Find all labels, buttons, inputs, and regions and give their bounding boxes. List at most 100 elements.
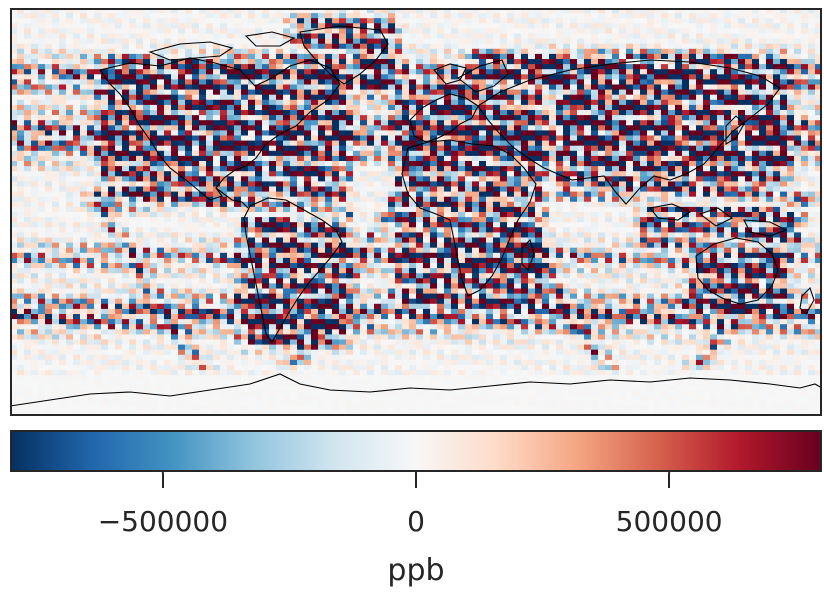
heatmap-cell: [150, 110, 158, 116]
heatmap-cell: [388, 136, 396, 142]
heatmap-cell: [759, 136, 767, 142]
heatmap-cell: [297, 105, 305, 111]
heatmap-cell: [66, 130, 74, 136]
heatmap-cell: [619, 156, 627, 162]
heatmap-cell: [185, 23, 193, 29]
heatmap-cell: [430, 18, 438, 24]
heatmap-cell: [94, 90, 102, 96]
heatmap-cell: [276, 171, 284, 177]
heatmap-cell: [808, 18, 816, 24]
heatmap-cell: [570, 151, 578, 157]
heatmap-cell: [87, 74, 95, 80]
heatmap-cell: [472, 176, 480, 182]
heatmap-cell: [45, 125, 53, 131]
heatmap-cell: [45, 207, 53, 213]
heatmap-cell: [59, 120, 67, 126]
heatmap-cell: [801, 222, 809, 228]
heatmap-cell: [465, 74, 473, 80]
heatmap-cell: [402, 18, 410, 24]
heatmap-cell: [479, 176, 487, 182]
heatmap-cell: [262, 171, 270, 177]
heatmap-cell: [276, 141, 284, 147]
heatmap-cell: [353, 64, 361, 70]
heatmap-cell: [528, 217, 536, 223]
heatmap-cell: [136, 13, 144, 19]
heatmap-cell: [59, 28, 67, 34]
heatmap-cell: [738, 79, 746, 85]
heatmap-cell: [766, 34, 774, 40]
heatmap-cell: [444, 74, 452, 80]
heatmap-cell: [80, 156, 88, 162]
heatmap-cell: [444, 197, 452, 203]
heatmap-cell: [780, 125, 788, 131]
heatmap-cell: [542, 18, 550, 24]
heatmap-cell: [283, 166, 291, 172]
heatmap-cell: [458, 39, 466, 45]
heatmap-cell: [731, 171, 739, 177]
heatmap-cell: [297, 161, 305, 167]
heatmap-cell: [591, 85, 599, 91]
heatmap-cell: [542, 125, 550, 131]
heatmap-cell: [38, 181, 46, 187]
heatmap-cell: [668, 125, 676, 131]
heatmap-cell: [31, 79, 39, 85]
heatmap-cell: [451, 28, 459, 34]
heatmap-cell: [801, 146, 809, 152]
heatmap-cell: [290, 136, 298, 142]
heatmap-cell: [395, 105, 403, 111]
heatmap-cell: [409, 105, 417, 111]
heatmap-cell: [290, 115, 298, 121]
heatmap-cell: [332, 161, 340, 167]
heatmap-cell: [59, 125, 67, 131]
heatmap-cell: [234, 192, 242, 198]
heatmap-cell: [493, 202, 501, 208]
heatmap-cell: [45, 90, 53, 96]
heatmap-cell: [199, 202, 207, 208]
heatmap-cell: [220, 207, 228, 213]
heatmap-cell: [458, 90, 466, 96]
heatmap-cell: [493, 187, 501, 193]
heatmap-cell: [283, 49, 291, 55]
heatmap-cell: [626, 79, 634, 85]
heatmap-cell: [675, 100, 683, 106]
heatmap-cell: [808, 151, 816, 157]
heatmap-cell: [808, 217, 816, 223]
heatmap-cell: [416, 166, 424, 172]
heatmap-cell: [332, 212, 340, 218]
heatmap-cell: [38, 44, 46, 50]
heatmap-cell: [577, 39, 585, 45]
heatmap-cell: [437, 146, 445, 152]
heatmap-cell: [381, 69, 389, 75]
heatmap-cell: [115, 49, 123, 55]
heatmap-cell: [626, 90, 634, 96]
heatmap-cell: [542, 44, 550, 50]
heatmap-cell: [367, 54, 375, 60]
heatmap-cell: [178, 217, 186, 223]
heatmap-cell: [682, 187, 690, 193]
heatmap-cell: [346, 141, 354, 147]
heatmap-cell: [794, 156, 802, 162]
heatmap-cell: [269, 146, 277, 152]
heatmap-cell: [444, 207, 452, 213]
heatmap-cell: [661, 207, 669, 213]
heatmap-cell: [738, 166, 746, 172]
heatmap-cell: [668, 18, 676, 24]
heatmap-cell: [332, 59, 340, 65]
heatmap-cell: [584, 171, 592, 177]
heatmap-cell: [24, 69, 32, 75]
heatmap-cell: [745, 130, 753, 136]
heatmap-cell: [514, 23, 522, 29]
heatmap-cell: [73, 23, 81, 29]
heatmap-cell: [696, 74, 704, 80]
heatmap-cell: [325, 156, 333, 162]
heatmap-cell: [591, 202, 599, 208]
heatmap-cell: [437, 202, 445, 208]
heatmap-cell: [472, 181, 480, 187]
heatmap-cell: [185, 69, 193, 75]
heatmap-cell: [122, 34, 130, 40]
heatmap-cell: [38, 110, 46, 116]
heatmap-cell: [808, 202, 816, 208]
heatmap-cell: [675, 95, 683, 101]
heatmap-cell: [297, 187, 305, 193]
heatmap-cell: [73, 110, 81, 116]
